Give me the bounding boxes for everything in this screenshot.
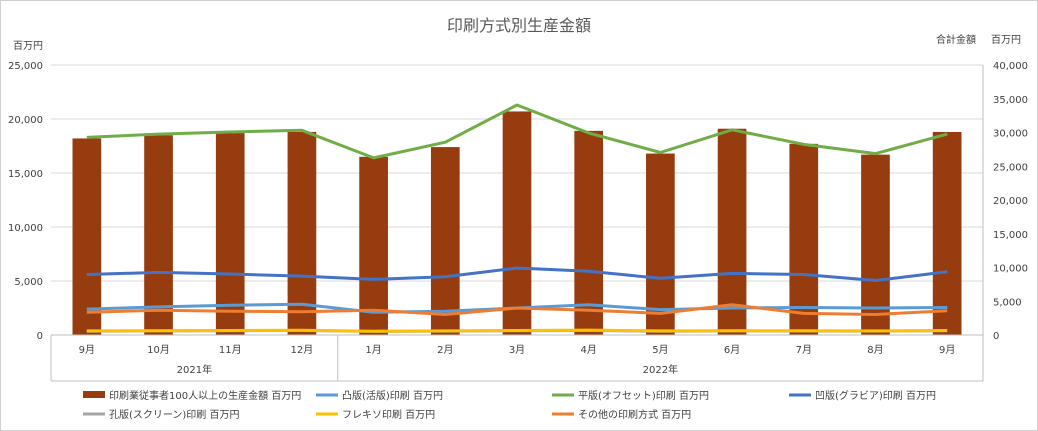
legend-label: 凸版(活版)印刷 百万円 — [342, 389, 443, 402]
x-tick-label: 10月 — [147, 344, 170, 356]
line-layer — [86, 103, 948, 333]
y-right-tick-label: 25,000 — [993, 162, 1028, 173]
bar — [502, 111, 532, 335]
x-tick-label: 4月 — [581, 344, 597, 356]
legend-label: 平版(オフセット)印刷 百万円 — [578, 389, 709, 402]
bar — [717, 128, 747, 335]
bar — [574, 130, 604, 335]
x-tick-label: 6月 — [724, 344, 740, 356]
right-axis-label: 合計金額 — [936, 33, 976, 46]
legend-label: フレキソ印刷 百万円 — [342, 409, 435, 421]
x-tick-label: 11月 — [219, 344, 242, 356]
y-left-tick-label: 20,000 — [8, 115, 43, 126]
y-left-tick-label: 0 — [37, 331, 43, 342]
right-axis-unit: 百万円 — [991, 34, 1021, 46]
x-tick-label: 3月 — [509, 344, 525, 356]
y-right-tick-label: 5,000 — [993, 297, 1022, 308]
x-tick-label: 2月 — [437, 344, 453, 356]
bar — [789, 143, 819, 335]
legend-label: 凹版(グラビア)印刷 百万円 — [815, 389, 936, 402]
x-tick-label: 1月 — [365, 344, 381, 356]
y-left-tick-label: 10,000 — [8, 223, 43, 234]
bar — [72, 138, 102, 335]
legend-layer: 印刷業従事者100人以上の生産金額 百万円 凸版(活版)印刷 百万円 平版(オフセッ… — [83, 389, 936, 421]
bar — [646, 153, 675, 335]
axis-layer: 0 5,000 10,000 15,000 20,000 25,000 0 5,000 10,0… — [8, 61, 1028, 382]
bar — [359, 156, 388, 335]
bar — [430, 147, 460, 335]
bar-layer — [72, 111, 962, 335]
y-left-tick-label: 5,000 — [14, 277, 43, 288]
y-left-tick-label: 25,000 — [8, 61, 43, 72]
y-right-tick-label: 15,000 — [993, 230, 1028, 241]
y-right-tick-label: 10,000 — [993, 264, 1028, 275]
left-axis-unit: 百万円 — [13, 40, 43, 52]
x-tick-label: 9月 — [79, 344, 95, 356]
y-right-tick-label: 30,000 — [993, 129, 1028, 140]
series-line — [86, 103, 948, 160]
bar — [287, 131, 317, 335]
year-group-label: 2021年 — [177, 363, 212, 376]
bar — [932, 131, 962, 335]
y-right-tick-label: 40,000 — [993, 61, 1028, 72]
bar — [861, 154, 890, 335]
series-line — [86, 266, 948, 282]
x-tick-label: 9月 — [939, 344, 955, 356]
x-tick-label: 8月 — [867, 344, 883, 356]
legend-label: 印刷業従事者100人以上の生産金額 百万円 — [109, 389, 301, 402]
y-right-tick-label: 20,000 — [993, 196, 1028, 207]
chart-title: 印刷方式別生産金額 — [447, 16, 591, 35]
legend-label: 孔版(スクリーン)印刷 百万円 — [109, 408, 239, 421]
bar — [215, 133, 245, 335]
legend-label: その他の印刷方式 百万円 — [578, 408, 691, 421]
legend-swatch — [83, 391, 105, 398]
year-group-label: 2022年 — [643, 363, 678, 376]
x-tick-label: 7月 — [796, 344, 812, 356]
y-left-tick-label: 15,000 — [8, 169, 43, 180]
x-tick-label: 12月 — [291, 344, 314, 356]
y-right-tick-label: 0 — [993, 331, 999, 342]
x-tick-label: 5月 — [652, 344, 668, 356]
y-right-tick-label: 35,000 — [993, 95, 1028, 106]
series-line — [86, 328, 948, 333]
series-line — [86, 303, 948, 316]
bar — [144, 135, 173, 335]
